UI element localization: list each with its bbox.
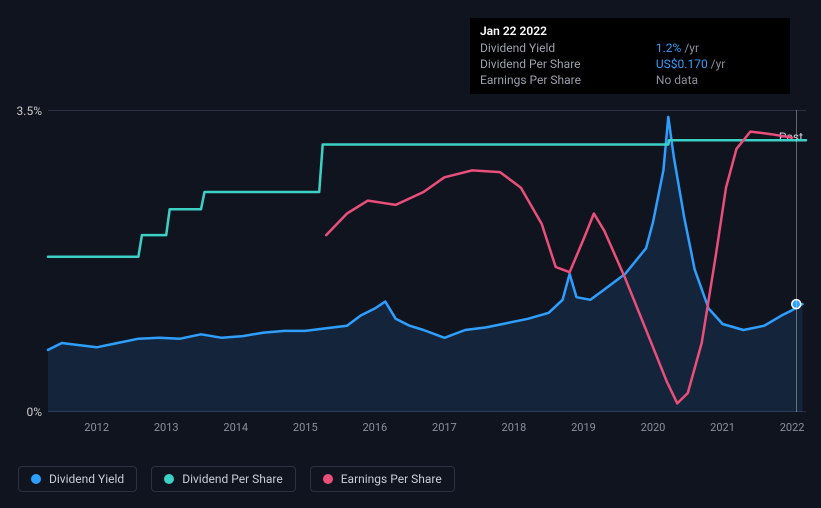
legend-swatch <box>164 474 174 484</box>
tooltip-title: Jan 22 2022 <box>480 24 780 38</box>
legend-item-dividend-per-share[interactable]: Dividend Per Share <box>151 466 296 492</box>
tooltip-row: Earnings Per Share No data <box>480 72 780 88</box>
hover-line <box>796 110 797 412</box>
x-tick-label: 2019 <box>571 421 596 434</box>
x-axis-labels: 2012 2013 2014 2015 2016 2017 2018 2019 2020 2021… <box>48 421 811 437</box>
legend-swatch <box>323 474 333 484</box>
x-tick-label: 2022 <box>780 421 805 434</box>
x-tick-label: 2012 <box>84 421 109 434</box>
x-tick-label: 2014 <box>223 421 248 434</box>
x-tick-label: 2017 <box>432 421 457 434</box>
tooltip-value: 1.2% /yr <box>656 40 780 56</box>
tooltip-row: Dividend Yield 1.2% /yr <box>480 40 780 56</box>
legend-label: Dividend Yield <box>49 472 124 486</box>
x-tick-label: 2016 <box>362 421 387 434</box>
tooltip-key: Dividend Per Share <box>480 56 656 72</box>
chart-svg <box>48 110 806 412</box>
legend-label: Dividend Per Share <box>182 472 283 486</box>
plot-area[interactable] <box>48 110 806 412</box>
legend-item-earnings-per-share[interactable]: Earnings Per Share <box>310 466 455 492</box>
chart-tooltip: Jan 22 2022 Dividend Yield 1.2% /yr Divi… <box>470 18 790 94</box>
tooltip-row: Dividend Per Share US$0.170 /yr <box>480 56 780 72</box>
x-tick-label: 2013 <box>154 421 179 434</box>
y-tick-label-min: 0% <box>0 405 42 419</box>
x-tick-label: 2020 <box>641 421 666 434</box>
x-tick-label: 2021 <box>710 421 735 434</box>
tooltip-key: Dividend Yield <box>480 40 656 56</box>
y-tick-label-max: 3.5% <box>0 104 42 118</box>
legend-item-dividend-yield[interactable]: Dividend Yield <box>18 466 137 492</box>
dividend-chart: 3.5% 0% Past 201220132014201520162017201… <box>0 0 821 508</box>
legend-swatch <box>31 474 41 484</box>
x-tick-label: 2018 <box>502 421 527 434</box>
chart-legend: Dividend Yield Dividend Per Share Earnin… <box>18 466 455 492</box>
tooltip-value-na: No data <box>656 72 780 88</box>
tooltip-key: Earnings Per Share <box>480 72 656 88</box>
legend-label: Earnings Per Share <box>341 472 442 486</box>
x-tick-label: 2015 <box>293 421 318 434</box>
tooltip-value: US$0.170 /yr <box>656 56 780 72</box>
